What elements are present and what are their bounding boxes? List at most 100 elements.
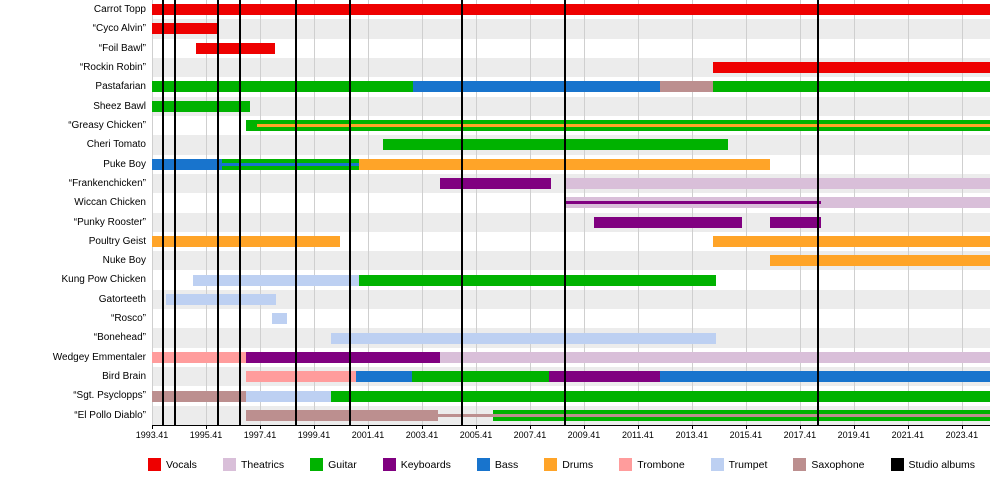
axis-tick-label: 2011.41 xyxy=(622,430,654,440)
bar-vocals xyxy=(196,42,276,54)
member-label: Bird Brain xyxy=(102,371,146,383)
year-gridline xyxy=(259,0,261,425)
year-gridline xyxy=(583,0,585,425)
legend-label: Keyboards xyxy=(400,458,451,471)
axis-tick-label: 2003.41 xyxy=(405,430,439,440)
axis-tick-label: 1999.41 xyxy=(297,430,331,440)
axis-tick xyxy=(152,425,153,429)
legend-label: Guitar xyxy=(328,458,357,471)
bar-keyboards xyxy=(548,371,660,383)
legend-item: Keyboards xyxy=(382,458,451,471)
bar-guitar xyxy=(358,274,716,286)
year-gridline xyxy=(421,0,423,425)
bar-theatrics xyxy=(440,351,990,363)
studio-album-line xyxy=(563,0,566,425)
bar-drums xyxy=(713,235,990,247)
bar-bass xyxy=(152,158,222,170)
studio-album-line xyxy=(173,0,176,425)
legend-item: Theatrics xyxy=(222,458,284,471)
axis-tick xyxy=(421,425,423,429)
legend-swatch-vocals xyxy=(148,458,161,471)
bar-guitar xyxy=(330,390,990,402)
member-label: “Cyco Alvin” xyxy=(92,23,146,35)
legend-item: Drums xyxy=(544,458,593,471)
legend-label: Drums xyxy=(562,458,594,471)
studio-album-line xyxy=(460,0,463,425)
year-gridline xyxy=(799,0,801,425)
axis-tick-label: 2019.41 xyxy=(837,430,871,440)
legend-swatch-bass xyxy=(476,458,490,471)
bar-saxophone xyxy=(152,390,246,402)
studio-album-line xyxy=(816,0,819,425)
bar-keyboards xyxy=(440,178,552,190)
legend-item: Vocals xyxy=(148,458,197,471)
bar-vocals xyxy=(152,4,990,16)
bar-guitar xyxy=(411,371,549,383)
bar-drums xyxy=(152,235,340,247)
axis-tick-label: 2023.41 xyxy=(945,430,979,440)
axis-tick xyxy=(745,425,747,429)
axis-tick-label: 1995.41 xyxy=(189,430,223,440)
year-gridline xyxy=(529,0,531,425)
legend-swatch-trumpet xyxy=(710,458,724,471)
bar-trumpet xyxy=(271,313,287,325)
member-label: Carrot Topp xyxy=(93,4,146,15)
studio-album-line xyxy=(294,0,297,425)
axis-tick xyxy=(961,425,963,429)
legend-swatch-theatrics xyxy=(222,458,236,471)
axis-tick xyxy=(529,425,531,429)
member-label: Wedgey Emmentaler xyxy=(52,351,146,363)
legend-swatch-trombone xyxy=(619,458,633,471)
member-label: “El Pollo Diablo” xyxy=(74,409,146,421)
axis-tick-label: 1997.41 xyxy=(243,430,277,440)
legend-label: Bass xyxy=(494,458,519,471)
axis-tick-label: 2021.41 xyxy=(891,430,925,440)
member-label: Kung Pow Chicken xyxy=(61,274,147,286)
row-stripe xyxy=(152,19,990,39)
member-label: “Foil Bawl” xyxy=(98,42,146,54)
bar-trumpet xyxy=(166,293,276,305)
member-label: “Frankenchicken” xyxy=(68,177,146,189)
axis-tick-label: 2017.41 xyxy=(783,430,817,440)
legend-swatch-drums xyxy=(544,458,558,471)
legend: Vocals Theatrics Guitar Keyboards Bass Drums T… xyxy=(148,458,975,471)
axis-tick-label: 2007.41 xyxy=(513,430,547,440)
member-label: Cheri Tomato xyxy=(86,139,146,151)
legend-item: Trumpet xyxy=(710,458,768,471)
row-stripe xyxy=(152,96,990,116)
bar-trombone xyxy=(152,351,246,363)
legend-item: Saxophone xyxy=(793,458,865,471)
row-stripe xyxy=(152,212,990,232)
member-label: “Punky Rooster” xyxy=(73,216,146,228)
member-label: Wiccan Chicken xyxy=(74,197,146,209)
legend-item: Bass xyxy=(476,458,519,471)
legend-item: Trombone xyxy=(619,458,685,471)
axis-tick-label: 1993.41 xyxy=(135,430,169,440)
year-gridline xyxy=(745,0,747,425)
legend-label: Trumpet xyxy=(728,458,768,471)
axis-tick-label: 2005.41 xyxy=(459,430,493,440)
bar-vocals xyxy=(713,62,990,74)
legend-item: Studio albums xyxy=(890,458,975,471)
bar-bass xyxy=(659,371,990,383)
member-label: Nuke Boy xyxy=(102,255,146,267)
year-gridline xyxy=(367,0,369,425)
axis-tick xyxy=(853,425,855,429)
bar-keyboards xyxy=(593,216,742,228)
axis-tick-label: 2001.41 xyxy=(351,430,385,440)
row-stripe xyxy=(152,289,990,310)
member-label: “Bonehead” xyxy=(93,332,146,344)
year-gridline xyxy=(907,0,909,425)
year-gridline xyxy=(691,0,693,425)
member-label: Poultry Geist xyxy=(88,235,146,247)
bar-guitar xyxy=(152,81,414,93)
axis-tick xyxy=(367,425,369,429)
axis-tick xyxy=(205,425,207,429)
bar-saxophone xyxy=(437,413,990,417)
axis-tick xyxy=(637,425,639,429)
axis-tick-label: 2015.41 xyxy=(729,430,763,440)
bar-guitar xyxy=(383,139,728,151)
axis-tick xyxy=(907,425,909,429)
timeline-plot-area: 1993.41 1995.41 1997.41 1999.41 2001.41 2003.… xyxy=(136,0,990,440)
member-label: “Rockin Robin” xyxy=(79,61,146,73)
